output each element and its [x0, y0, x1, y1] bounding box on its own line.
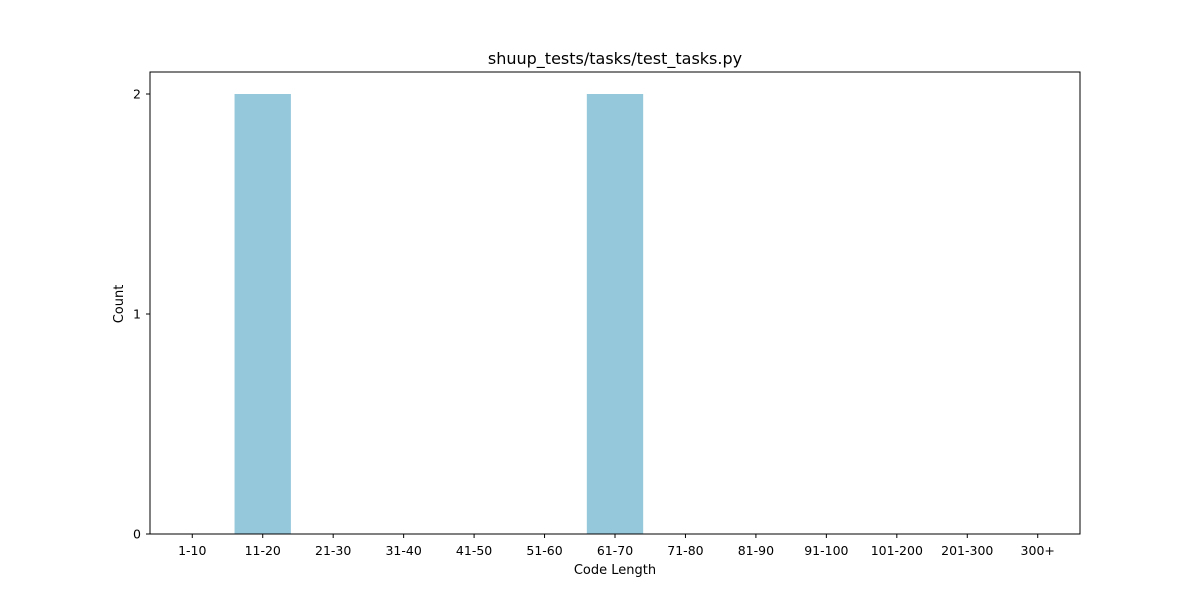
y-tick-label: 1 [133, 307, 141, 322]
x-tick-label: 31-40 [385, 543, 421, 558]
bar-61-70 [586, 94, 644, 534]
x-tick-label: 1-10 [178, 543, 206, 558]
x-tick-label: 300+ [1021, 543, 1055, 558]
x-axis-label: Code Length [574, 563, 656, 578]
y-axis-label: Count [112, 285, 127, 324]
x-tick-label: 81-90 [738, 543, 774, 558]
bar-11-20 [234, 94, 291, 534]
bars-layer [234, 94, 644, 534]
y-tick-label: 2 [133, 87, 141, 102]
x-tick-label: 21-30 [315, 543, 351, 558]
plot-area-frame [149, 71, 1081, 535]
x-tick-label: 51-60 [526, 543, 562, 558]
x-tick-label: 41-50 [456, 543, 492, 558]
x-tick-label: 101-200 [871, 543, 923, 558]
x-tick-label: 91-100 [804, 543, 848, 558]
x-tick-label: 71-80 [667, 543, 703, 558]
y-tick-label: 0 [133, 527, 141, 542]
x-tick-label: 61-70 [597, 543, 633, 558]
x-tick-label: 11-20 [245, 543, 281, 558]
x-tick-label: 201-300 [941, 543, 993, 558]
chart-title: shuup_tests/tasks/test_tasks.py [488, 49, 742, 69]
ticks-layer: 1-10 11-20 21-30 31-40 41-50 51-60 61-70 71-80 8… [133, 87, 1055, 559]
